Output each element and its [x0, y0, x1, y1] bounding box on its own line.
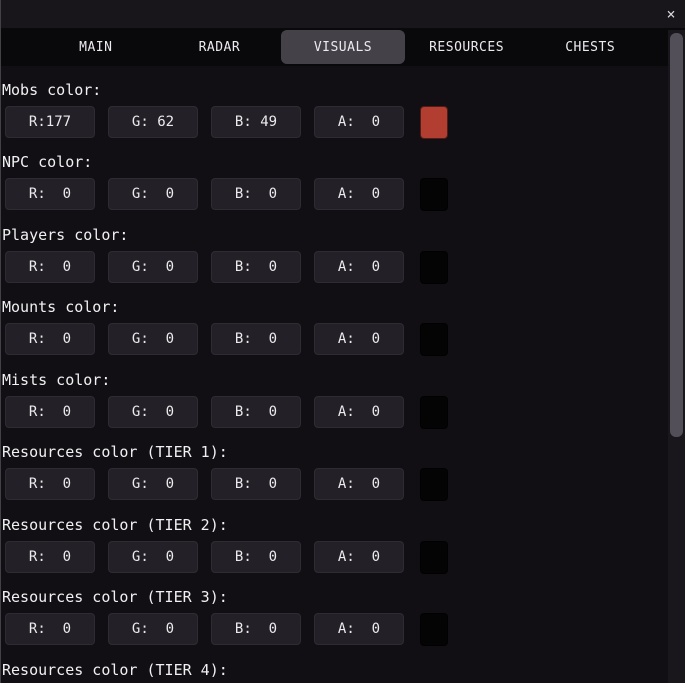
- color-section-label: NPC color:: [2, 153, 93, 171]
- red-input[interactable]: R:177: [5, 105, 95, 138]
- color-swatch[interactable]: [420, 613, 448, 646]
- color-section-label: Mounts color:: [2, 298, 120, 316]
- red-input[interactable]: R: 0: [5, 613, 95, 645]
- red-input[interactable]: R: 0: [5, 468, 95, 500]
- red-input[interactable]: R: 0: [5, 540, 95, 573]
- color-swatch[interactable]: [420, 105, 448, 139]
- rgba-row: R: 0 G: 0 B: 0 A: 0: [1, 613, 685, 646]
- color-section: Mobs color: R:177 G: 62 B: 49 A: 0: [1, 80, 685, 139]
- green-input[interactable]: G: 0: [108, 178, 198, 210]
- color-section-label: Resources color (TIER 2):: [2, 515, 228, 534]
- color-swatch[interactable]: [420, 395, 448, 429]
- scrollbar-track[interactable]: [668, 30, 685, 683]
- blue-input[interactable]: B: 0: [211, 323, 301, 355]
- blue-input[interactable]: B: 0: [211, 613, 301, 645]
- alpha-input[interactable]: A: 0: [314, 250, 404, 283]
- alpha-input[interactable]: A: 0: [314, 395, 404, 428]
- color-swatch[interactable]: [420, 540, 448, 574]
- alpha-input[interactable]: A: 0: [314, 105, 404, 138]
- blue-input[interactable]: B: 0: [211, 178, 301, 210]
- color-section: Players color: R: 0 G: 0 B: 0 A: 0: [1, 225, 685, 284]
- green-input[interactable]: G: 0: [108, 395, 198, 428]
- titlebar: ×: [1, 0, 685, 28]
- rgba-row: R: 0 G: 0 B: 0 A: 0: [1, 395, 685, 429]
- tab-radar[interactable]: RADAR: [198, 39, 241, 55]
- alpha-input[interactable]: A: 0: [314, 540, 404, 573]
- alpha-input[interactable]: A: 0: [314, 323, 404, 355]
- red-input[interactable]: R: 0: [5, 323, 95, 355]
- scrollbar-thumb[interactable]: [670, 33, 683, 437]
- color-section: Resources color (TIER 2): R: 0 G: 0 B: 0…: [1, 515, 685, 574]
- blue-input[interactable]: B: 0: [211, 250, 301, 283]
- color-section: Resources color (TIER 4): R: 0 G: 0 B: 0…: [1, 660, 685, 683]
- color-swatch[interactable]: [420, 250, 448, 284]
- green-input[interactable]: G: 62: [108, 105, 198, 138]
- color-swatch[interactable]: [420, 323, 448, 356]
- color-section: Resources color (TIER 3): R: 0 G: 0 B: 0…: [1, 590, 685, 646]
- close-icon[interactable]: ×: [666, 4, 676, 23]
- alpha-input[interactable]: A: 0: [314, 178, 404, 210]
- color-section: NPC color: R: 0 G: 0 B: 0 A: 0: [1, 155, 685, 211]
- blue-input[interactable]: B: 0: [211, 468, 301, 500]
- tab-main[interactable]: MAIN: [79, 39, 113, 55]
- color-swatch[interactable]: [420, 178, 448, 211]
- green-input[interactable]: G: 0: [108, 613, 198, 645]
- color-section-label: Players color:: [2, 225, 129, 244]
- green-input[interactable]: G: 0: [108, 250, 198, 283]
- blue-input[interactable]: B: 0: [211, 540, 301, 573]
- tab-chests[interactable]: CHESTS: [565, 39, 616, 55]
- red-input[interactable]: R: 0: [5, 178, 95, 210]
- color-section: Resources color (TIER 1): R: 0 G: 0 B: 0…: [1, 445, 685, 501]
- blue-input[interactable]: B: 0: [211, 395, 301, 428]
- color-section-label: Mobs color:: [2, 80, 102, 99]
- green-input[interactable]: G: 0: [108, 323, 198, 355]
- tab-visuals[interactable]: VISUALS: [281, 30, 405, 64]
- rgba-row: R: 0 G: 0 B: 0 A: 0: [1, 323, 685, 356]
- color-section-label: Resources color (TIER 1):: [2, 443, 228, 461]
- visuals-tab-content: Mobs color: R:177 G: 62 B: 49 A: 0 NPC c…: [1, 80, 685, 683]
- green-input[interactable]: G: 0: [108, 540, 198, 573]
- color-swatch[interactable]: [420, 468, 448, 501]
- rgba-row: R: 0 G: 0 B: 0 A: 0: [1, 540, 685, 574]
- red-input[interactable]: R: 0: [5, 250, 95, 283]
- rgba-row: R: 0 G: 0 B: 0 A: 0: [1, 250, 685, 284]
- green-input[interactable]: G: 0: [108, 468, 198, 500]
- color-section-label: Mists color:: [2, 370, 111, 389]
- color-section: Mounts color: R: 0 G: 0 B: 0 A: 0: [1, 300, 685, 356]
- alpha-input[interactable]: A: 0: [314, 468, 404, 500]
- tab-bar: MAIN RADAR VISUALS RESOURCES CHESTS: [1, 28, 685, 66]
- alpha-input[interactable]: A: 0: [314, 613, 404, 645]
- color-section-label: Resources color (TIER 4):: [2, 660, 228, 679]
- color-section-label: Resources color (TIER 3):: [2, 588, 228, 606]
- tab-resources[interactable]: RESOURCES: [429, 39, 505, 55]
- rgba-row: R: 0 G: 0 B: 0 A: 0: [1, 468, 685, 501]
- color-section: Mists color: R: 0 G: 0 B: 0 A: 0: [1, 370, 685, 429]
- red-input[interactable]: R: 0: [5, 395, 95, 428]
- rgba-row: R: 0 G: 0 B: 0 A: 0: [1, 178, 685, 211]
- rgba-row: R:177 G: 62 B: 49 A: 0: [1, 105, 685, 139]
- blue-input[interactable]: B: 49: [211, 105, 301, 138]
